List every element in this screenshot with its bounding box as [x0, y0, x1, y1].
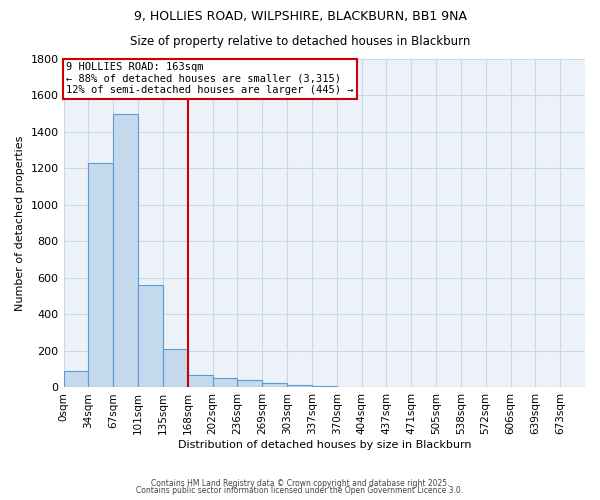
- Y-axis label: Number of detached properties: Number of detached properties: [15, 136, 25, 311]
- Bar: [312, 386, 337, 388]
- Bar: [238, 380, 262, 388]
- Text: Contains HM Land Registry data © Crown copyright and database right 2025.: Contains HM Land Registry data © Crown c…: [151, 478, 449, 488]
- Bar: [88, 163, 113, 388]
- X-axis label: Distribution of detached houses by size in Blackburn: Distribution of detached houses by size …: [178, 440, 471, 450]
- Text: 9, HOLLIES ROAD, WILPSHIRE, BLACKBURN, BB1 9NA: 9, HOLLIES ROAD, WILPSHIRE, BLACKBURN, B…: [133, 10, 467, 23]
- Text: 9 HOLLIES ROAD: 163sqm
← 88% of detached houses are smaller (3,315)
12% of semi-: 9 HOLLIES ROAD: 163sqm ← 88% of detached…: [66, 62, 353, 96]
- Bar: [113, 114, 138, 388]
- Bar: [138, 286, 163, 388]
- Bar: [287, 384, 312, 388]
- Bar: [337, 386, 362, 388]
- Bar: [64, 371, 88, 388]
- Bar: [262, 383, 287, 388]
- Text: Contains public sector information licensed under the Open Government Licence 3.: Contains public sector information licen…: [136, 486, 464, 495]
- Bar: [163, 349, 188, 388]
- Text: Size of property relative to detached houses in Blackburn: Size of property relative to detached ho…: [130, 35, 470, 48]
- Bar: [188, 374, 212, 388]
- Bar: [212, 378, 238, 388]
